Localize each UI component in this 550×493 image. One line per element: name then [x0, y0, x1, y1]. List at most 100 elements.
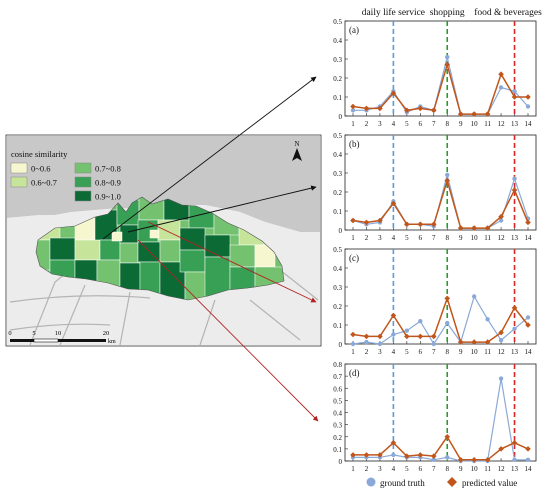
x-tick-label: 11 — [484, 234, 491, 242]
y-tick-label: 0.2 — [333, 189, 342, 197]
map-region-outline — [35, 196, 285, 301]
predicted-label: predicted value — [462, 478, 517, 488]
x-tick-label: 3 — [378, 234, 382, 242]
y-tick-label: 0.5 — [333, 246, 342, 254]
predicted-point — [511, 94, 518, 100]
arrow-to-panel-d — [137, 239, 319, 422]
x-tick-label: 1 — [351, 465, 355, 473]
legend-swatch-1 — [10, 176, 28, 188]
y-tick-label: 0.3 — [333, 284, 342, 292]
x-tick-label: 3 — [378, 465, 382, 473]
predicted-point — [377, 333, 383, 340]
predicted-point — [350, 452, 356, 458]
predicted-point — [498, 446, 504, 452]
predicted-point — [484, 339, 491, 345]
ground-truth-point — [350, 341, 356, 347]
predicted-point — [498, 213, 504, 220]
predicted-point — [363, 105, 370, 112]
x-tick-label: 14 — [525, 465, 533, 473]
predicted-point — [363, 219, 370, 226]
y-tick-label: 0.1 — [333, 446, 342, 454]
x-tick-label: 12 — [498, 120, 506, 128]
scale-unit: km — [108, 339, 116, 345]
chart-panel-1: 00.10.20.30.40.51 2 3 4 5 6 7 8 9 10 11 12 13 14(b) — [333, 132, 537, 242]
scale-tick-3: 20 — [103, 330, 110, 337]
y-tick-label: 0.6 — [333, 385, 342, 393]
ground-truth-point — [445, 455, 450, 460]
predicted-point — [390, 440, 397, 446]
x-tick-label: 14 — [525, 120, 533, 128]
x-tick-label: 13 — [511, 234, 519, 242]
panel-label: (b) — [349, 139, 360, 149]
y-tick-label: 0.5 — [333, 18, 342, 26]
y-tick-label: 0 — [339, 113, 343, 121]
predicted-point — [363, 333, 370, 340]
x-tick-label: 11 — [484, 348, 491, 356]
x-tick-label: 14 — [525, 348, 533, 356]
predicted-point — [525, 446, 531, 452]
x-tick-label: 1 — [351, 120, 355, 128]
predicted-point — [511, 440, 518, 446]
legend-label-1: 0.6~0.7 — [31, 178, 57, 188]
x-tick-label: 13 — [511, 120, 519, 128]
legend-swatch-4 — [74, 190, 92, 202]
x-tick-label: 13 — [511, 465, 519, 473]
x-tick-label: 6 — [419, 348, 423, 356]
x-tick-label: 10 — [471, 348, 479, 356]
predicted-point — [525, 94, 531, 100]
ground-truth-point — [418, 319, 423, 324]
arrow-to-panel-c — [147, 221, 317, 303]
x-tick-label: 10 — [471, 120, 479, 128]
legend-swatch-3 — [74, 176, 92, 188]
x-tick-label: 8 — [445, 234, 449, 242]
ground-truth-point — [485, 317, 490, 322]
ground-truth-point — [404, 328, 410, 333]
x-tick-label: 4 — [392, 120, 396, 128]
predicted-point — [417, 452, 424, 458]
ground-truth-point — [391, 452, 396, 458]
x-tick-label: 5 — [405, 120, 409, 128]
y-tick-label: 0.1 — [333, 94, 342, 102]
x-tick-label: 9 — [459, 234, 463, 242]
predicted-point — [363, 452, 370, 458]
predicted-point — [390, 312, 397, 319]
scale-tick-0: 0 — [8, 330, 11, 337]
x-tick-label: 7 — [432, 234, 436, 242]
y-tick-label: 0.4 — [333, 265, 342, 273]
legend-label-2: 0.7~0.8 — [95, 164, 121, 174]
predicted-point — [417, 105, 424, 112]
x-tick-label: 12 — [498, 348, 506, 356]
x-tick-label: 4 — [392, 234, 396, 242]
legend-title: cosine similarity — [11, 149, 68, 159]
predicted-point — [457, 111, 464, 117]
x-tick-label: 10 — [471, 234, 479, 242]
scale-tick-1: 5 — [32, 330, 35, 337]
y-tick-label: 0.2 — [333, 75, 342, 83]
x-tick-label: 6 — [419, 120, 423, 128]
predicted-point — [471, 456, 477, 463]
ground-truth-point — [445, 54, 450, 60]
category-label-food-beverages: food & beverages — [474, 7, 542, 18]
predicted-point — [484, 111, 491, 117]
x-tick-label: 7 — [432, 465, 436, 473]
legend-label-0: 0~0.6 — [31, 164, 50, 174]
x-tick-label: 3 — [378, 120, 382, 128]
predicted-point — [350, 217, 356, 224]
y-tick-label: 0.4 — [333, 151, 342, 159]
x-tick-label: 6 — [419, 465, 423, 473]
predicted-point — [484, 456, 491, 463]
predicted-point — [444, 295, 451, 302]
predicted-point — [350, 103, 356, 110]
predicted-point — [390, 200, 397, 207]
ground-truth-point — [512, 89, 517, 94]
category-label-shopping: shopping — [430, 8, 465, 18]
chart-panel-0: 00.10.20.30.40.51 2 3 4 5 6 7 8 9 10 11 12 13 14(a) — [333, 18, 537, 128]
predicted-point — [444, 177, 451, 184]
predicted-line — [352, 296, 529, 343]
x-tick-label: 7 — [432, 348, 436, 356]
predicted-marker — [447, 477, 457, 487]
y-tick-label: 0.2 — [333, 434, 342, 442]
ground-truth-point — [512, 326, 517, 331]
predicted-point — [498, 329, 504, 336]
